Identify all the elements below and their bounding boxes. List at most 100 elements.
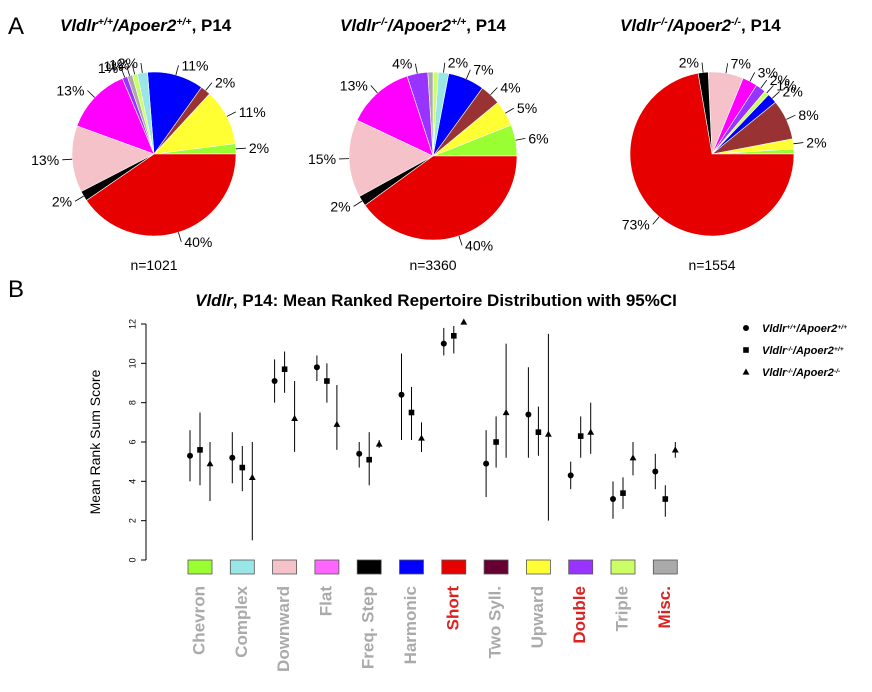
pie-chart-3: Vldlr-/-/Apoer2-/-, P142%8%2%1%2%3%7%2%7…: [620, 16, 827, 273]
pie-leader-line: [701, 62, 704, 73]
pie-title: Vldlr+/+/Apoer2+/+, P14: [60, 16, 232, 35]
pie-leader-line: [140, 62, 143, 73]
data-point-square: [239, 464, 246, 471]
y-tick-label: 10: [127, 358, 137, 368]
pie-slice: [364, 155, 518, 241]
legend-label: Vldlr-/-/Apoer2+/+: [762, 345, 844, 357]
category-label: Chevron: [189, 586, 208, 655]
category-color-swatch: [526, 559, 551, 575]
pie-leader-line: [126, 66, 131, 76]
data-point-circle: [356, 450, 363, 457]
pie-slice-label: 1%: [98, 60, 118, 76]
y-tick-label: 4: [127, 479, 137, 484]
y-tick-label: 0: [127, 557, 137, 562]
pie-title: Vldlr-/-/Apoer2+/+, P14: [340, 16, 507, 35]
pie-leader-line: [725, 63, 729, 74]
category-label: Harmonic: [401, 586, 420, 664]
y-tick-label: 2: [127, 518, 137, 523]
pie-leader-line: [766, 85, 774, 94]
y-axis-label: Mean Rank Sum Score: [87, 369, 103, 514]
series-triangle: [206, 318, 679, 541]
category-color-swatch: [314, 559, 340, 575]
category-color-swatch: [610, 559, 636, 575]
pie-leader-line: [793, 142, 804, 145]
data-point-circle: [610, 496, 616, 503]
pie-leader-line: [414, 63, 418, 74]
category-color-swatch: [187, 559, 213, 575]
category-label: Short: [443, 586, 462, 631]
pie-slice-label: 2%: [770, 72, 790, 88]
data-point-square: [324, 378, 330, 384]
legend-label: Vldlr+/+/Apoer2+/+: [762, 323, 847, 335]
pie-leader-line: [370, 85, 378, 94]
data-point-square: [281, 366, 288, 373]
pie-slice-label: 4%: [392, 56, 412, 72]
data-point-square: [493, 439, 499, 445]
pie-chart-1: Vldlr+/+/Apoer2+/+, P142%11%2%11%2%1%1%1…: [31, 16, 269, 273]
data-point-square: [620, 490, 626, 496]
category-label: Complex: [232, 585, 251, 657]
pie-slice-label: 7%: [473, 62, 493, 78]
pie-leader-line: [786, 114, 796, 120]
category-color-swatch: [272, 559, 298, 575]
data-point-circle: [440, 340, 447, 347]
category-label: Upward: [528, 586, 547, 648]
pie-leader-line: [74, 195, 84, 202]
pie-leader-line: [177, 232, 182, 242]
pie-slice-label: 13%: [31, 152, 59, 168]
data-point-triangle: [502, 409, 510, 416]
data-point-triangle: [375, 440, 383, 447]
pie-leader-line: [235, 147, 246, 150]
data-point-square: [366, 456, 372, 463]
legend-marker-triangle: [742, 368, 750, 375]
pie-leader-line: [131, 64, 136, 75]
pie-charts: Vldlr+/+/Apoer2+/+, P142%11%2%11%2%1%1%1…: [31, 16, 826, 273]
y-tick-label: 8: [127, 400, 137, 405]
data-point-circle: [187, 452, 193, 459]
data-point-circle: [313, 364, 320, 371]
data-point-circle: [652, 468, 659, 475]
category-label: Triple: [612, 586, 631, 631]
data-point-square: [451, 333, 457, 339]
pie-leader-line: [515, 137, 526, 141]
pie-slice-label: 1%: [103, 58, 123, 74]
data-point-circle: [229, 454, 236, 461]
pie-leader-line: [226, 111, 236, 117]
pie-slice-label: 1%: [109, 57, 129, 73]
category-label: Two Syll.: [486, 586, 505, 658]
pie-leader-line: [505, 107, 515, 114]
pie-chart-2: Vldlr-/-/Apoer2+/+, P14 6% 5% 4% 7% 2% 4% 13% 15…: [308, 16, 549, 273]
category-color-swatch: [229, 559, 255, 575]
panel-label-b: B: [8, 276, 24, 303]
pie-leader-line: [120, 67, 126, 78]
pie-slice-label: 2%: [249, 140, 269, 156]
legend: Vldlr+/+/Apoer2+/+ Vldlr-/-/Apoer2+/+ Vldl…: [742, 323, 847, 379]
data-point-triangle: [291, 414, 298, 421]
data-point-triangle: [333, 420, 341, 427]
data-point-triangle: [206, 460, 214, 467]
pie-sample-size: n=3360: [409, 257, 456, 273]
pie-slice-label: 2%: [448, 55, 468, 71]
category-color-swatch: [441, 559, 467, 575]
pie-sample-size: n=1554: [688, 257, 735, 273]
pie-slice-label: 4%: [500, 79, 520, 95]
pie-slice-label: 40%: [184, 234, 212, 250]
series-square: [197, 325, 669, 517]
pie-slice: [348, 119, 434, 197]
data-point-triangle: [418, 434, 425, 441]
pie-leader-line: [465, 69, 471, 80]
category-color-swatch: [356, 559, 382, 575]
pie-slice-label: 2%: [330, 198, 350, 214]
data-point-square: [662, 496, 669, 502]
pie-slice-label: 15%: [308, 151, 336, 167]
pie-leader-line: [652, 216, 660, 225]
pie-sample-size: n=1021: [130, 257, 177, 273]
data-point-triangle: [629, 454, 637, 461]
pie-slice-label: 3%: [758, 64, 778, 80]
category-color-swatch: [483, 559, 509, 575]
category-color-swatch: [568, 559, 594, 575]
pie-slice-label: 2%: [783, 84, 803, 100]
pie-leader-line: [749, 72, 756, 82]
category-label: Flat: [316, 586, 335, 617]
